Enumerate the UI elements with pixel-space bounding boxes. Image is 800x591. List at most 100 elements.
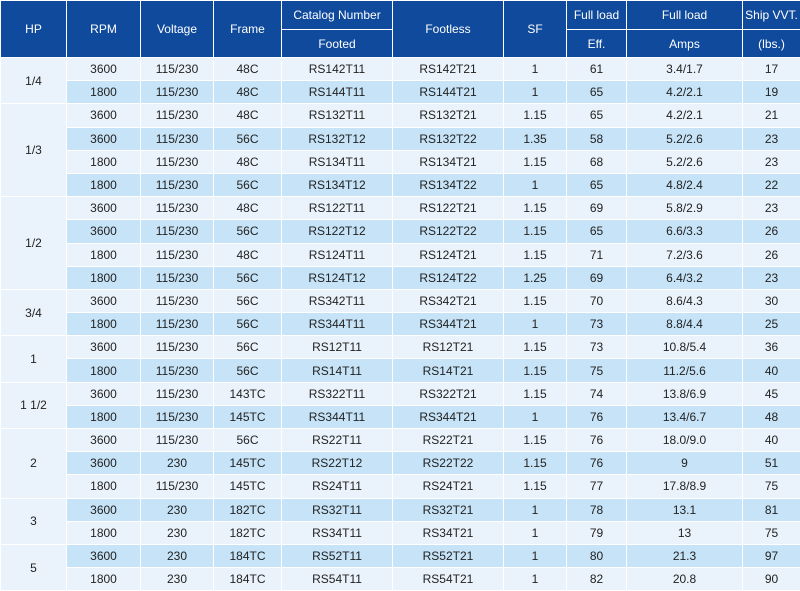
ship-weight-cell: 90 (743, 568, 800, 591)
full-load-eff-cell: 61 (567, 58, 627, 81)
ship-weight-cell: 23 (743, 127, 800, 150)
sf-cell: 1 (504, 544, 567, 567)
footed-cell: RS134T11 (282, 150, 393, 173)
voltage-cell: 115/230 (141, 475, 214, 498)
footed-cell: RS24T11 (282, 475, 393, 498)
rpm-cell: 3600 (67, 336, 141, 359)
footless-cell: RS132T22 (393, 127, 504, 150)
full-load-eff-cell: 69 (567, 266, 627, 289)
frame-cell: 145TC (214, 475, 282, 498)
sf-cell: 1 (504, 173, 567, 196)
ship-weight-cell: 19 (743, 81, 800, 104)
ship-weight-cell: 26 (743, 243, 800, 266)
full-load-eff-cell: 76 (567, 405, 627, 428)
rpm-cell: 1800 (67, 568, 141, 591)
footless-cell: RS122T22 (393, 220, 504, 243)
footless-cell: RS124T21 (393, 243, 504, 266)
footless-cell: RS132T21 (393, 104, 504, 127)
full-load-eff-cell: 74 (567, 382, 627, 405)
hp-cell: 1/3 (1, 104, 67, 197)
ship-weight-cell: 21 (743, 104, 800, 127)
footed-cell: RS122T12 (282, 220, 393, 243)
frame-cell: 48C (214, 150, 282, 173)
voltage-cell: 115/230 (141, 266, 214, 289)
full-load-amps-cell: 9 (627, 452, 743, 475)
footed-cell: RS344T11 (282, 313, 393, 336)
rpm-cell: 1800 (67, 150, 141, 173)
header-row-top: HP RPM Voltage Frame Catalog Number Foot… (1, 1, 800, 30)
full-load-amps-cell: 8.6/4.3 (627, 289, 743, 312)
rpm-cell: 3600 (67, 429, 141, 452)
full-load-amps-cell: 5.8/2.9 (627, 197, 743, 220)
ship-weight-cell: 36 (743, 336, 800, 359)
full-load-amps-cell: 18.0/9.0 (627, 429, 743, 452)
ship-weight-cell: 48 (743, 405, 800, 428)
ship-weight-cell: 40 (743, 359, 800, 382)
footed-cell: RS144T11 (282, 81, 393, 104)
header-rpm: RPM (67, 1, 141, 58)
footed-cell: RS52T11 (282, 544, 393, 567)
sf-cell: 1.15 (504, 336, 567, 359)
footed-cell: RS134T12 (282, 173, 393, 196)
voltage-cell: 230 (141, 544, 214, 567)
sf-cell: 1 (504, 313, 567, 336)
rpm-cell: 3600 (67, 127, 141, 150)
rpm-cell: 3600 (67, 197, 141, 220)
sf-cell: 1.15 (504, 429, 567, 452)
full-load-amps-cell: 5.2/2.6 (627, 127, 743, 150)
footless-cell: RS34T21 (393, 521, 504, 544)
footed-cell: RS322T11 (282, 382, 393, 405)
ship-weight-cell: 17 (743, 58, 800, 81)
rpm-cell: 3600 (67, 452, 141, 475)
footed-cell: RS132T12 (282, 127, 393, 150)
full-load-eff-cell: 76 (567, 452, 627, 475)
header-hp: HP (1, 1, 67, 58)
footless-cell: RS122T21 (393, 197, 504, 220)
frame-cell: 184TC (214, 568, 282, 591)
frame-cell: 56C (214, 173, 282, 196)
table-header: HP RPM Voltage Frame Catalog Number Foot… (1, 1, 800, 58)
rpm-cell: 1800 (67, 243, 141, 266)
full-load-amps-cell: 5.2/2.6 (627, 150, 743, 173)
footless-cell: RS344T21 (393, 313, 504, 336)
footless-cell: RS22T21 (393, 429, 504, 452)
full-load-eff-cell: 69 (567, 197, 627, 220)
rpm-cell: 3600 (67, 220, 141, 243)
full-load-eff-cell: 70 (567, 289, 627, 312)
voltage-cell: 115/230 (141, 150, 214, 173)
header-ship-weight-top: Ship VVT. (743, 1, 800, 30)
footed-cell: RS54T11 (282, 568, 393, 591)
full-load-amps-cell: 13 (627, 521, 743, 544)
frame-cell: 184TC (214, 544, 282, 567)
voltage-cell: 115/230 (141, 220, 214, 243)
full-load-amps-cell: 8.8/4.4 (627, 313, 743, 336)
frame-cell: 56C (214, 220, 282, 243)
footless-cell: RS322T21 (393, 382, 504, 405)
footed-cell: RS22T11 (282, 429, 393, 452)
full-load-eff-cell: 79 (567, 521, 627, 544)
footless-cell: RS144T21 (393, 81, 504, 104)
voltage-cell: 115/230 (141, 429, 214, 452)
voltage-cell: 115/230 (141, 405, 214, 428)
footless-cell: RS344T21 (393, 405, 504, 428)
rpm-cell: 3600 (67, 289, 141, 312)
full-load-eff-cell: 75 (567, 359, 627, 382)
header-full-load-amps-sub: Amps (627, 30, 743, 58)
footed-cell: RS342T11 (282, 289, 393, 312)
full-load-eff-cell: 73 (567, 313, 627, 336)
full-load-eff-cell: 65 (567, 81, 627, 104)
footless-cell: RS12T21 (393, 336, 504, 359)
hp-cell: 5 (1, 544, 67, 590)
full-load-amps-cell: 13.8/6.9 (627, 382, 743, 405)
sf-cell: 1.15 (504, 150, 567, 173)
frame-cell: 182TC (214, 498, 282, 521)
